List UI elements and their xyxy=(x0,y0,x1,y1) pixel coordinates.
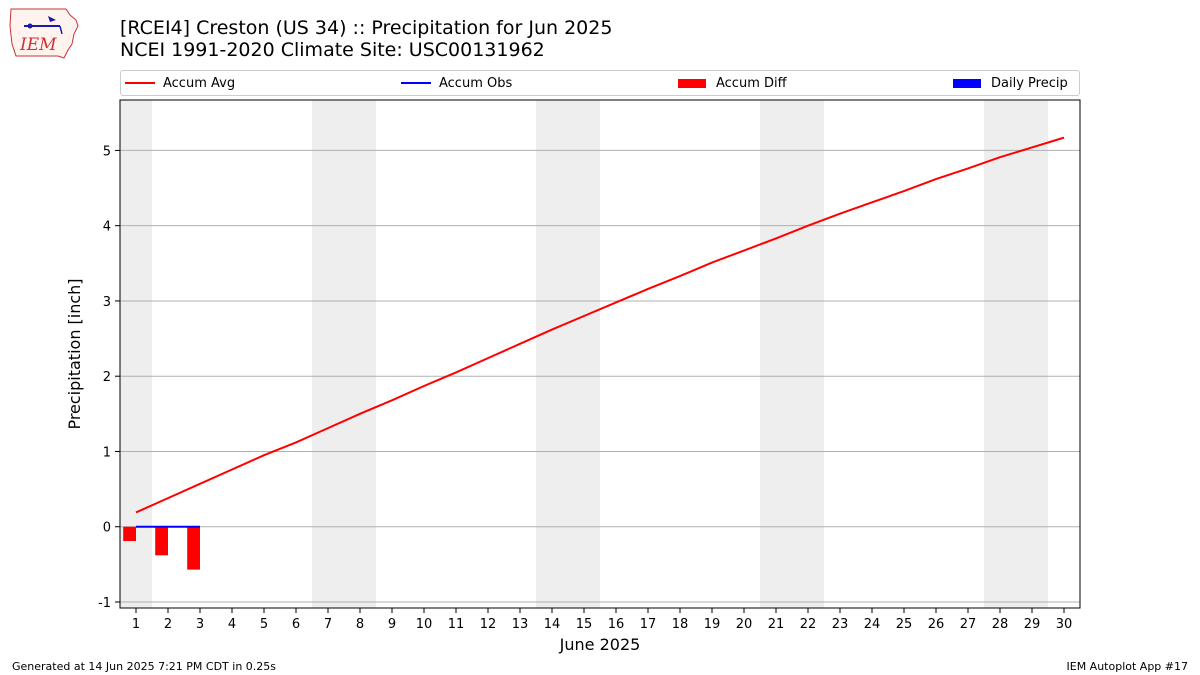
x-tick-label: 14 xyxy=(544,617,561,632)
y-tick-label: 2 xyxy=(103,370,111,385)
x-tick-label: 5 xyxy=(260,617,268,632)
series-line-accum-avg xyxy=(135,136,1065,514)
x-tick-label: 6 xyxy=(292,617,300,632)
x-tick-label: 7 xyxy=(324,617,332,632)
x-tick-label: 3 xyxy=(196,617,204,632)
x-tick-label: 19 xyxy=(704,617,721,632)
x-tick-label: 24 xyxy=(864,617,881,632)
legend-swatch xyxy=(401,82,431,84)
x-tick-label: 1 xyxy=(132,617,140,632)
legend-label: Accum Avg xyxy=(163,75,236,91)
chart-title: [RCEI4] Creston (US 34) :: Precipitation… xyxy=(120,17,613,39)
x-tick-label: 2 xyxy=(164,617,172,632)
legend: Accum Avg Accum Obs Accum Diff Daily Pre… xyxy=(120,70,1080,96)
bar-accum-diff xyxy=(155,526,168,556)
y-tick-label: 4 xyxy=(103,220,111,235)
x-tick-label: 15 xyxy=(576,617,593,632)
legend-item-accum-obs: Accum Obs xyxy=(401,71,512,95)
bar-accum-diff xyxy=(187,526,200,570)
x-tick-label: 21 xyxy=(768,617,785,632)
x-tick-label: 9 xyxy=(388,617,396,632)
x-tick-label: 27 xyxy=(960,617,977,632)
y-tick-label: 1 xyxy=(103,445,111,460)
y-tick-label: 3 xyxy=(103,295,111,310)
x-tick-label: 13 xyxy=(512,617,529,632)
axes-frame xyxy=(119,99,1081,609)
x-tick-label: 12 xyxy=(480,617,497,632)
chart-subtitle: NCEI 1991-2020 Climate Site: USC00131962 xyxy=(120,39,545,61)
x-tick-label: 11 xyxy=(448,617,465,632)
x-tick-label: 4 xyxy=(228,617,236,632)
iem-logo: IEM xyxy=(9,8,79,59)
generated-note: Generated at 14 Jun 2025 7:21 PM CDT in … xyxy=(12,660,277,673)
y-tick-label: 0 xyxy=(103,521,111,536)
y-tick-label: 5 xyxy=(103,144,111,159)
legend-swatch xyxy=(678,78,706,88)
app-note: IEM Autoplot App #17 xyxy=(1066,660,1189,673)
legend-item-accum-avg: Accum Avg xyxy=(125,71,235,95)
x-tick-label: 28 xyxy=(992,617,1009,632)
legend-label: Accum Diff xyxy=(716,75,787,91)
weekend-shade xyxy=(312,100,376,608)
legend-swatch xyxy=(125,82,155,84)
x-tick-label: 23 xyxy=(832,617,849,632)
x-tick-label: 22 xyxy=(800,617,817,632)
x-tick-label: 30 xyxy=(1056,617,1073,632)
weekend-shade xyxy=(984,100,1048,608)
x-tick-label: 25 xyxy=(896,617,913,632)
x-tick-label: 26 xyxy=(928,617,945,632)
x-axis-label: June 2025 xyxy=(559,635,641,654)
legend-item-daily-precip: Daily Precip xyxy=(953,71,1068,95)
x-tick-label: 17 xyxy=(640,617,657,632)
x-tick-label: 8 xyxy=(356,617,364,632)
y-tick-label: -1 xyxy=(98,596,111,611)
x-tick-label: 16 xyxy=(608,617,625,632)
legend-swatch xyxy=(953,78,981,88)
legend-label: Accum Obs xyxy=(439,75,513,91)
y-axis-label: Precipitation [inch] xyxy=(65,278,84,429)
legend-label: Daily Precip xyxy=(991,75,1068,91)
x-tick-label: 20 xyxy=(736,617,753,632)
weekend-shade xyxy=(760,100,824,608)
logo-text: IEM xyxy=(19,35,57,55)
bar-accum-diff xyxy=(123,526,136,542)
legend-item-accum-diff: Accum Diff xyxy=(678,71,787,95)
weekend-shade xyxy=(120,100,152,608)
weekend-shade xyxy=(536,100,600,608)
x-tick-label: 10 xyxy=(416,617,433,632)
x-tick-label: 18 xyxy=(672,617,689,632)
iowa-outline xyxy=(9,8,79,59)
x-tick-label: 29 xyxy=(1024,617,1041,632)
